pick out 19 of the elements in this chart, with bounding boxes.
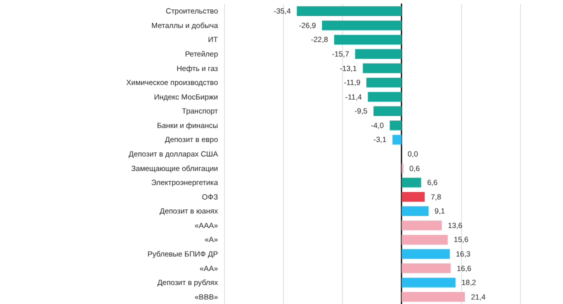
- bar: [390, 120, 402, 130]
- bar: [402, 292, 465, 302]
- bar: [355, 49, 402, 59]
- bar: [392, 134, 402, 145]
- bar: [402, 206, 429, 216]
- bar: [322, 20, 402, 30]
- bar: [296, 6, 402, 16]
- bar: [362, 63, 402, 74]
- bar: [402, 192, 425, 202]
- bar: [402, 178, 422, 188]
- bar: [402, 278, 456, 288]
- bar: [402, 263, 451, 274]
- bar: [402, 249, 450, 259]
- bar: [366, 78, 402, 88]
- bar: [373, 106, 402, 116]
- bar: [402, 234, 448, 245]
- bar: [334, 34, 402, 45]
- bar: [368, 92, 402, 102]
- bar: [402, 220, 442, 230]
